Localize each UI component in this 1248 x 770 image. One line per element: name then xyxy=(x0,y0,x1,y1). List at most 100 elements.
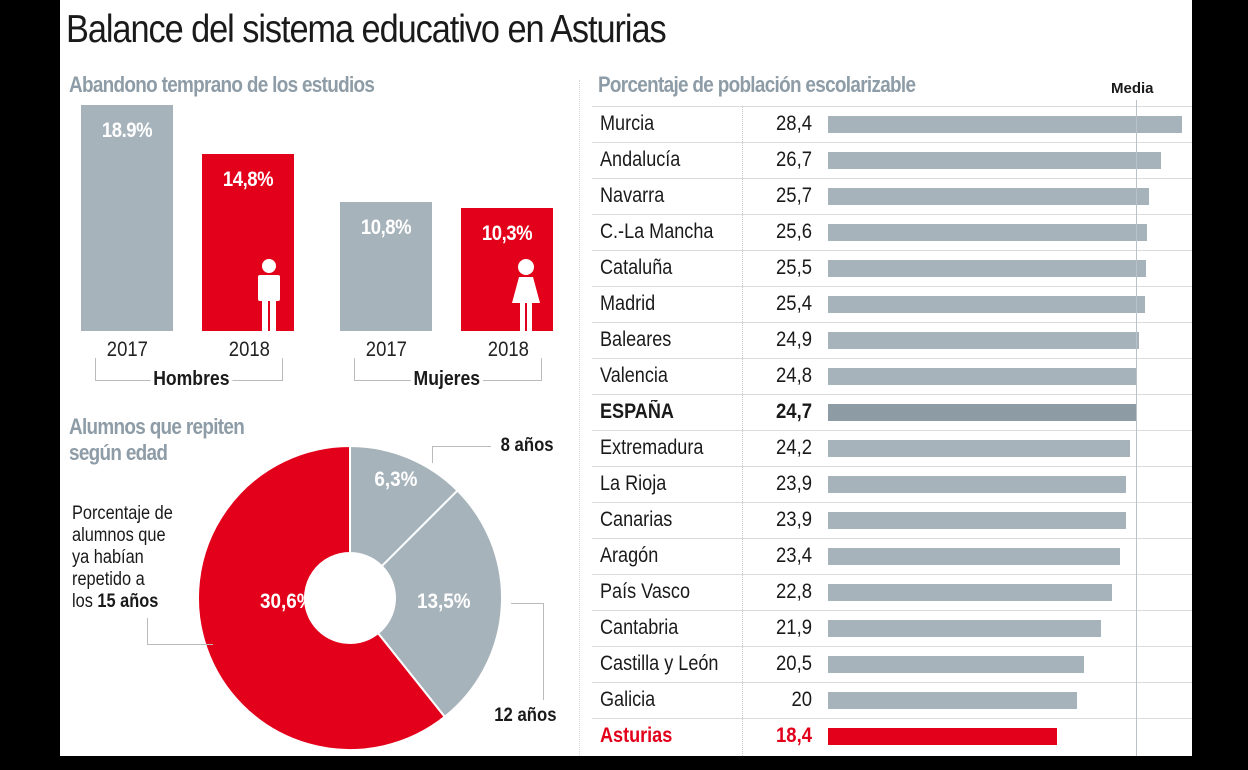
column-divider xyxy=(742,106,743,756)
pie-note-line: repetido a xyxy=(72,569,145,590)
region-name: ESPAÑA xyxy=(600,400,674,423)
region-value: 22,8 xyxy=(776,580,812,603)
region-name: Canarias xyxy=(600,508,673,531)
age-label-8: 8 años xyxy=(500,435,554,456)
pie-note-line: Porcentaje de xyxy=(72,503,173,524)
region-value: 20 xyxy=(791,688,812,711)
region-bar xyxy=(828,692,1078,709)
region-name: Murcia xyxy=(600,112,655,135)
age-label-12: 12 años xyxy=(494,705,557,726)
region-value: 23,9 xyxy=(776,472,812,495)
abandono-bar xyxy=(461,207,553,331)
main-title: Balance del sistema educativo en Asturia… xyxy=(66,8,667,51)
region-row: Castilla y León 20,5 xyxy=(592,646,1192,682)
region-bar xyxy=(828,440,1130,457)
region-value: 23,9 xyxy=(776,508,812,531)
region-row: Navarra 25,7 xyxy=(592,178,1192,214)
region-row: La Rioja 23,9 xyxy=(592,466,1192,502)
female-person-icon xyxy=(510,258,542,345)
pie-value-label: 30,6% xyxy=(259,590,314,613)
pie-note-prefix: los xyxy=(72,591,98,612)
region-row: Valencia 24,8 xyxy=(592,358,1192,394)
region-name: País Vasco xyxy=(600,580,691,603)
region-bar xyxy=(828,296,1145,313)
connector-8 xyxy=(432,446,491,463)
pie-note-line: alumnos que xyxy=(72,525,166,546)
region-value: 21,9 xyxy=(776,616,812,639)
region-bar xyxy=(828,188,1149,205)
region-bar xyxy=(828,584,1113,601)
region-name: Andalucía xyxy=(600,148,681,171)
male-person-icon xyxy=(255,258,283,345)
region-row: Extremadura 24,2 xyxy=(592,430,1192,466)
region-row: Galicia 20 xyxy=(592,682,1192,718)
region-row: Canarias 23,9 xyxy=(592,502,1192,538)
abandono-value-label: 14,8% xyxy=(222,167,274,191)
region-bar xyxy=(828,260,1146,277)
region-value: 23,4 xyxy=(776,544,812,567)
pie-note-line: los 15 años xyxy=(72,591,173,613)
year-label: 2017 xyxy=(365,338,407,361)
region-name: Baleares xyxy=(600,328,672,351)
region-bar xyxy=(828,368,1138,385)
abandono-value-label: 18.9% xyxy=(101,118,153,142)
pie-note: Porcentaje de alumnos que ya habían repe… xyxy=(72,503,173,613)
region-name: Valencia xyxy=(600,364,668,387)
region-name: Extremadura xyxy=(600,436,704,459)
region-bar xyxy=(828,476,1126,493)
region-row: Asturias 18,4 xyxy=(592,718,1192,754)
pie-value-label: 6,3% xyxy=(374,468,418,491)
region-row: ESPAÑA 24,7 xyxy=(592,394,1192,430)
region-value: 26,7 xyxy=(776,148,812,171)
year-label: 2018 xyxy=(228,338,270,361)
region-row: Cataluña 25,5 xyxy=(592,250,1192,286)
region-value: 25,6 xyxy=(776,220,812,243)
media-reference-line xyxy=(1136,100,1137,756)
region-bar xyxy=(828,404,1136,421)
repiten-title-line1: Alumnos que repiten xyxy=(69,414,245,439)
region-bar xyxy=(828,620,1102,637)
region-value: 25,4 xyxy=(776,292,812,315)
year-label: 2018 xyxy=(487,338,529,361)
pie-note-line: ya habían xyxy=(72,547,144,568)
poblacion-title: Porcentaje de población escolarizable xyxy=(598,72,916,97)
region-name: C.-La Mancha xyxy=(600,220,714,243)
region-value: 20,5 xyxy=(776,652,812,675)
pie-chart xyxy=(197,444,503,751)
region-value: 28,4 xyxy=(776,112,812,135)
region-row: C.-La Mancha 25,6 xyxy=(592,214,1192,250)
abandono-bar xyxy=(81,104,173,331)
region-row: Aragón 23,4 xyxy=(592,538,1192,574)
region-row: País Vasco 22,8 xyxy=(592,574,1192,610)
region-row: Madrid 25,4 xyxy=(592,286,1192,322)
panel-divider xyxy=(579,80,580,756)
group-label: Mujeres xyxy=(410,368,483,391)
region-value: 24,2 xyxy=(776,436,812,459)
region-row: Cantabria 21,9 xyxy=(592,610,1192,646)
region-bar xyxy=(828,548,1120,565)
region-name: Aragón xyxy=(600,544,659,567)
pie-note-bold: 15 años xyxy=(97,591,159,612)
region-name: Cataluña xyxy=(600,256,673,279)
region-bar xyxy=(828,332,1139,349)
pie-slice xyxy=(349,444,459,568)
region-value: 24,9 xyxy=(776,328,812,351)
region-name: Asturias xyxy=(600,724,673,747)
region-bar xyxy=(828,224,1148,241)
abandono-bar xyxy=(340,201,432,331)
connector-15 xyxy=(147,618,213,645)
pie-slice xyxy=(376,489,503,719)
repiten-title-line2: según edad xyxy=(69,440,168,465)
pie-slice xyxy=(197,444,447,751)
region-value: 18,4 xyxy=(776,724,812,747)
region-value: 25,5 xyxy=(776,256,812,279)
region-value: 24,7 xyxy=(776,400,812,423)
abandono-bar xyxy=(202,153,294,331)
abandono-title: Abandono temprano de los estudios xyxy=(69,72,375,97)
region-row: Andalucía 26,7 xyxy=(592,142,1192,178)
region-row: Murcia 28,4 xyxy=(592,106,1192,142)
media-label: Media xyxy=(1111,80,1154,97)
region-bar xyxy=(828,656,1084,673)
region-name: Castilla y León xyxy=(600,652,719,675)
connector-12 xyxy=(511,603,544,700)
